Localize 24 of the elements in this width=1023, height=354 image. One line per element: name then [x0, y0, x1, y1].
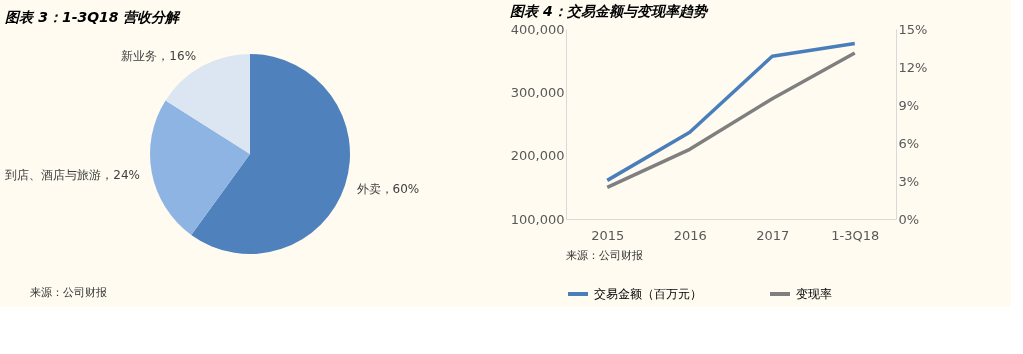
source-note: 来源：公司财报: [566, 249, 643, 262]
y2-tick-label: 12%: [898, 59, 928, 75]
legend-label: 交易金额（百万元）: [594, 287, 702, 301]
slice-label: 外卖，60%: [356, 181, 420, 196]
x-tick-label: 2017: [756, 227, 790, 243]
slice-label: 到店、酒店与旅游，24%: [5, 167, 140, 182]
y2-tick-label: 3%: [898, 173, 920, 189]
pie-slice: [150, 100, 250, 235]
y2-tick-label: 15%: [898, 21, 928, 37]
x-tick-label: 2015: [591, 227, 625, 243]
slice-label: 新业务，16%: [121, 48, 197, 63]
legend-label: 变现率: [796, 287, 832, 301]
x-tick-label: 2016: [673, 227, 707, 243]
chart-title: 图表 4：交易金额与变现率趋势: [510, 3, 709, 19]
y-tick-label: 100,000: [510, 211, 565, 227]
y2-tick-label: 6%: [898, 135, 920, 151]
source-note: 来源：公司财报: [30, 286, 107, 299]
y-tick-label: 300,000: [510, 84, 565, 100]
y-tick-label: 400,000: [510, 21, 565, 37]
y2-tick-label: 9%: [898, 97, 920, 113]
y-tick-label: 200,000: [510, 148, 565, 164]
chart-title: 图表 3：1-3Q18 营收分解: [5, 9, 182, 25]
x-tick-label: 1-3Q18: [831, 227, 880, 243]
y2-tick-label: 0%: [898, 211, 920, 227]
